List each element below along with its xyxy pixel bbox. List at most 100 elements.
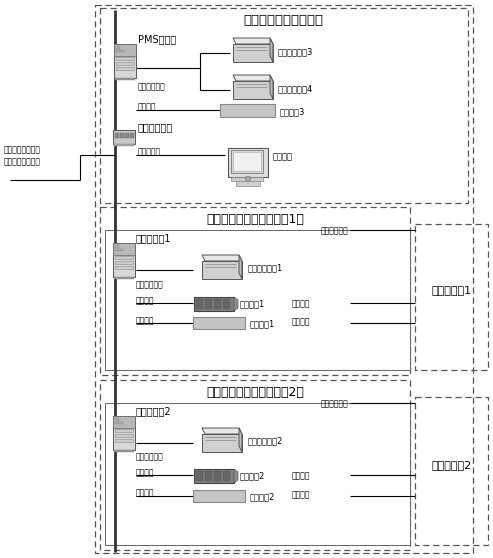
Bar [115, 133, 119, 138]
Bar [223, 471, 230, 481]
Text: 电量变送装置1: 电量变送装置1 [248, 263, 283, 272]
Text: 硬线信号: 硬线信号 [136, 296, 154, 305]
Bar [100, 380, 410, 550]
Text: 现场总线通信: 现场总线通信 [138, 82, 166, 91]
Bar [115, 266, 133, 270]
Bar [116, 50, 124, 52]
Text: 继电器组1: 继电器组1 [250, 319, 275, 328]
Text: 硬线信号: 硬线信号 [292, 490, 311, 499]
Bar [115, 422, 123, 424]
Bar [114, 144, 134, 146]
Polygon shape [202, 255, 242, 261]
Polygon shape [233, 38, 273, 44]
Text: 电站共享数据信息: 电站共享数据信息 [4, 157, 41, 166]
Text: 以太网交换机: 以太网交换机 [138, 122, 173, 132]
Bar [115, 245, 119, 248]
Text: 硬线信号: 硬线信号 [292, 317, 311, 326]
Bar [196, 299, 203, 309]
Bar [202, 261, 242, 279]
Bar [228, 148, 268, 176]
Bar [115, 429, 133, 432]
Text: 硬线信号: 硬线信号 [136, 316, 154, 325]
Bar [193, 490, 245, 502]
Text: 中压配电板（母联屏）: 中压配电板（母联屏） [243, 14, 323, 27]
Bar [115, 418, 119, 421]
Bar [105, 403, 410, 545]
Polygon shape [239, 428, 242, 452]
Text: 机组控制器1: 机组控制器1 [136, 233, 172, 243]
Bar [115, 434, 133, 437]
Bar [116, 62, 134, 65]
Bar [115, 256, 133, 259]
Bar [205, 299, 212, 309]
Text: 硬线信号: 硬线信号 [136, 488, 154, 497]
Polygon shape [233, 75, 273, 81]
Bar [114, 44, 136, 56]
Bar [115, 261, 133, 264]
Text: 现场总线通信: 现场总线通信 [136, 452, 164, 461]
Bar [223, 299, 230, 309]
Bar [120, 133, 124, 138]
Bar [115, 249, 123, 251]
Bar [113, 416, 135, 450]
Bar [116, 46, 120, 49]
Bar [231, 150, 263, 172]
Bar [115, 439, 133, 442]
Text: 硬线信号: 硬线信号 [138, 102, 156, 111]
Polygon shape [239, 255, 242, 279]
Bar [214, 299, 221, 309]
Text: 机组控制器2: 机组控制器2 [136, 406, 172, 416]
Bar [231, 176, 263, 181]
Text: 硬线信号: 硬线信号 [136, 468, 154, 477]
Bar [194, 469, 234, 483]
Text: 以太网通信: 以太网通信 [138, 147, 161, 156]
Bar [115, 78, 135, 80]
Bar [233, 152, 261, 171]
Bar [415, 397, 488, 545]
Bar [113, 416, 135, 428]
Text: 电量变送装置2: 电量变送装置2 [248, 436, 283, 445]
Bar [236, 181, 260, 186]
Bar [220, 104, 275, 117]
Bar [116, 67, 134, 70]
Text: 现场总线通信: 现场总线通信 [136, 280, 164, 289]
Text: 现场总线通信: 现场总线通信 [320, 399, 348, 408]
Bar [196, 471, 203, 481]
Bar [114, 450, 134, 452]
Text: 并车装置2: 并车装置2 [240, 471, 265, 480]
Bar [114, 277, 134, 279]
Text: 硬线信号: 硬线信号 [292, 299, 311, 308]
Bar [202, 434, 242, 452]
Bar [114, 44, 136, 78]
Text: 中压配电板（机组控制屏2）: 中压配电板（机组控制屏2） [206, 386, 304, 399]
Text: 并车装置1: 并车装置1 [240, 299, 265, 308]
Bar [125, 133, 129, 138]
Text: 中压配电板（机组控制屏1）: 中压配电板（机组控制屏1） [206, 213, 304, 226]
Bar [113, 130, 135, 144]
Text: 机旁控制箱2: 机旁控制箱2 [432, 460, 472, 470]
Bar [95, 5, 473, 553]
Text: 电量变送装置4: 电量变送装置4 [278, 84, 313, 93]
Bar [116, 57, 134, 60]
Bar [105, 230, 410, 370]
Bar [415, 224, 488, 370]
Polygon shape [270, 38, 273, 62]
Text: 通过以太网与其他: 通过以太网与其他 [4, 145, 41, 154]
Bar [193, 317, 245, 329]
Polygon shape [202, 428, 242, 434]
Circle shape [246, 176, 250, 181]
Text: PMS控制器: PMS控制器 [138, 34, 176, 44]
Bar [205, 471, 212, 481]
Polygon shape [234, 297, 238, 311]
Bar [130, 133, 134, 138]
Polygon shape [234, 469, 238, 483]
Text: 电量变送装置3: 电量变送装置3 [278, 47, 314, 56]
Bar [113, 243, 135, 255]
Text: 现场总线通信: 现场总线通信 [320, 226, 348, 235]
Text: 继电器组3: 继电器组3 [280, 107, 305, 116]
Bar [113, 243, 135, 277]
Text: 机旁控制箱1: 机旁控制箱1 [432, 285, 472, 295]
Bar [233, 81, 273, 99]
Bar [233, 44, 273, 62]
Bar [194, 297, 234, 311]
